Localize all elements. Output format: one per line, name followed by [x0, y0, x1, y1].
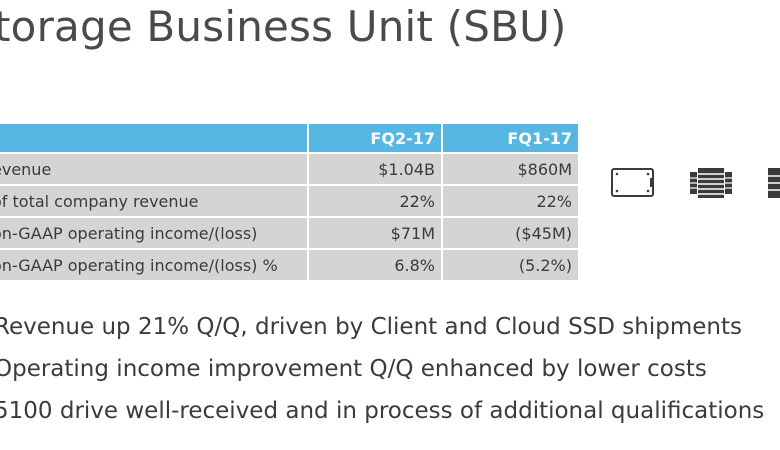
storage-array-icon	[768, 168, 780, 198]
server-rack-icon	[690, 168, 732, 198]
row-label: evenue	[0, 159, 52, 179]
row-value-fq2: 6.8%	[307, 249, 442, 282]
ssd-drive-icon	[611, 168, 654, 197]
table-row: of total company revenue 22% 22%	[0, 185, 578, 218]
row-value-fq2: $1.04B	[307, 153, 442, 186]
row-label: on-GAAP operating income/(loss) %	[0, 255, 278, 275]
table-row: on-GAAP operating income/(loss) % 6.8% (…	[0, 249, 578, 282]
row-value-fq1: ($45M)	[441, 217, 578, 250]
bullet-item: 5100 drive well-received and in process …	[0, 398, 765, 424]
table-header-row: FQ2-17 FQ1-17	[0, 124, 578, 154]
table-row: on-GAAP operating income/(loss) $71M ($4…	[0, 217, 578, 250]
header-fq2-17: FQ2-17	[307, 124, 442, 154]
bullet-item: Operating income improvement Q/Q enhance…	[0, 356, 707, 382]
header-label	[0, 124, 308, 154]
row-label: of total company revenue	[0, 191, 199, 211]
row-value-fq2: 22%	[307, 185, 442, 218]
row-value-fq1: (5.2%)	[441, 249, 578, 282]
page-title: torage Business Unit (SBU)	[0, 2, 567, 51]
financial-table: FQ2-17 FQ1-17 evenue $1.04B $860M of tot…	[0, 124, 578, 282]
row-value-fq1: $860M	[441, 153, 578, 186]
header-fq1-17: FQ1-17	[441, 124, 578, 154]
bullet-item: Revenue up 21% Q/Q, driven by Client and…	[0, 314, 742, 340]
row-value-fq2: $71M	[307, 217, 442, 250]
bullet-list: Revenue up 21% Q/Q, driven by Client and…	[0, 306, 764, 432]
table-row: evenue $1.04B $860M	[0, 153, 578, 186]
row-value-fq1: 22%	[441, 185, 578, 218]
row-label: on-GAAP operating income/(loss)	[0, 223, 258, 243]
